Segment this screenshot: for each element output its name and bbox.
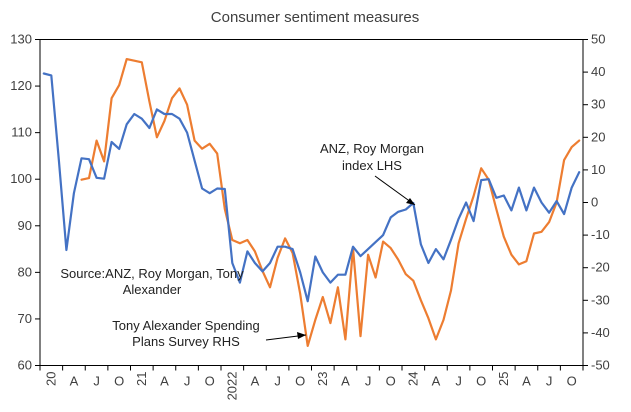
- left-tick-label: 120: [10, 78, 32, 93]
- right-tick-label: -50: [591, 358, 610, 373]
- left-axis-ticks: 60 70 80 90 100 110 120 130: [10, 32, 40, 373]
- x-tick-label-year: 2022: [224, 372, 239, 401]
- x-tick-label: O: [386, 374, 396, 389]
- x-tick-label: J: [184, 374, 191, 389]
- x-tick-label-year: 20: [43, 372, 58, 386]
- tony-annotation-line2: Plans Survey RHS: [132, 334, 240, 349]
- left-tick-label: 90: [18, 218, 32, 233]
- x-tick-label: A: [70, 374, 79, 389]
- tony-annotation-line1: Tony Alexander Spending: [112, 318, 259, 333]
- right-tick-label: -10: [591, 227, 610, 242]
- x-tick-label-year: 21: [134, 372, 149, 386]
- right-tick-label: 50: [591, 32, 605, 47]
- anz-annotation-arrowhead: [406, 198, 415, 205]
- right-tick-label: -30: [591, 292, 610, 307]
- x-tick-label: A: [522, 374, 531, 389]
- x-tick-label-year: 24: [405, 372, 420, 386]
- anz-annotation-line1: ANZ, Roy Morgan: [320, 141, 424, 156]
- x-tick-label: A: [251, 374, 260, 389]
- left-tick-label: 130: [10, 32, 32, 47]
- right-tick-label: -40: [591, 325, 610, 340]
- x-tick-label: O: [567, 374, 577, 389]
- series-layer: [42, 58, 581, 347]
- x-tick-label: O: [114, 374, 124, 389]
- right-tick-label: 30: [591, 97, 605, 112]
- left-tick-label: 80: [18, 264, 32, 279]
- x-tick-label: A: [160, 374, 169, 389]
- right-tick-label: 10: [591, 162, 605, 177]
- left-tick-label: 100: [10, 171, 32, 186]
- x-tick-label: O: [205, 374, 215, 389]
- x-tick-label-year: 23: [315, 372, 330, 386]
- x-tick-label: J: [93, 374, 100, 389]
- x-tick-label: J: [274, 374, 281, 389]
- x-tick-label: J: [455, 374, 462, 389]
- right-tick-label: 20: [591, 129, 605, 144]
- x-tick-label: A: [341, 374, 350, 389]
- x-tick-label: O: [476, 374, 486, 389]
- chart-title: Consumer sentiment measures: [211, 9, 419, 26]
- series-line-tony-alexander: [80, 58, 581, 347]
- x-tick-label: J: [546, 374, 553, 389]
- left-tick-label: 60: [18, 358, 32, 373]
- right-tick-label: 0: [591, 195, 598, 210]
- annotation-layer: ANZ, Roy Morgan index LHS Source:ANZ, Ro…: [60, 141, 424, 349]
- x-tick-label: O: [295, 374, 305, 389]
- left-tick-label: 110: [11, 125, 32, 140]
- x-tick-label: A: [432, 374, 441, 389]
- source-annotation-line2: Alexander: [123, 282, 182, 297]
- tony-annotation-arrowhead: [297, 332, 306, 339]
- x-axis-ticks: 20 A J O 21 A J O 2022 A J O 23 A J O 24 A J O 25 A J O: [39, 365, 584, 401]
- right-tick-label: 40: [591, 64, 605, 79]
- x-tick-label: J: [365, 374, 372, 389]
- series-line-anz-roy-morgan: [42, 72, 581, 303]
- left-tick-label: 70: [18, 311, 32, 326]
- right-tick-label: -20: [591, 260, 610, 275]
- source-annotation-line1: Source:ANZ, Roy Morgan, Tony: [60, 266, 244, 281]
- x-tick-label-year: 25: [496, 372, 511, 386]
- right-axis-ticks: -50 -40 -30 -20 -10 0 10 20 30 40 50: [583, 32, 610, 373]
- anz-annotation-line2: index LHS: [342, 158, 402, 173]
